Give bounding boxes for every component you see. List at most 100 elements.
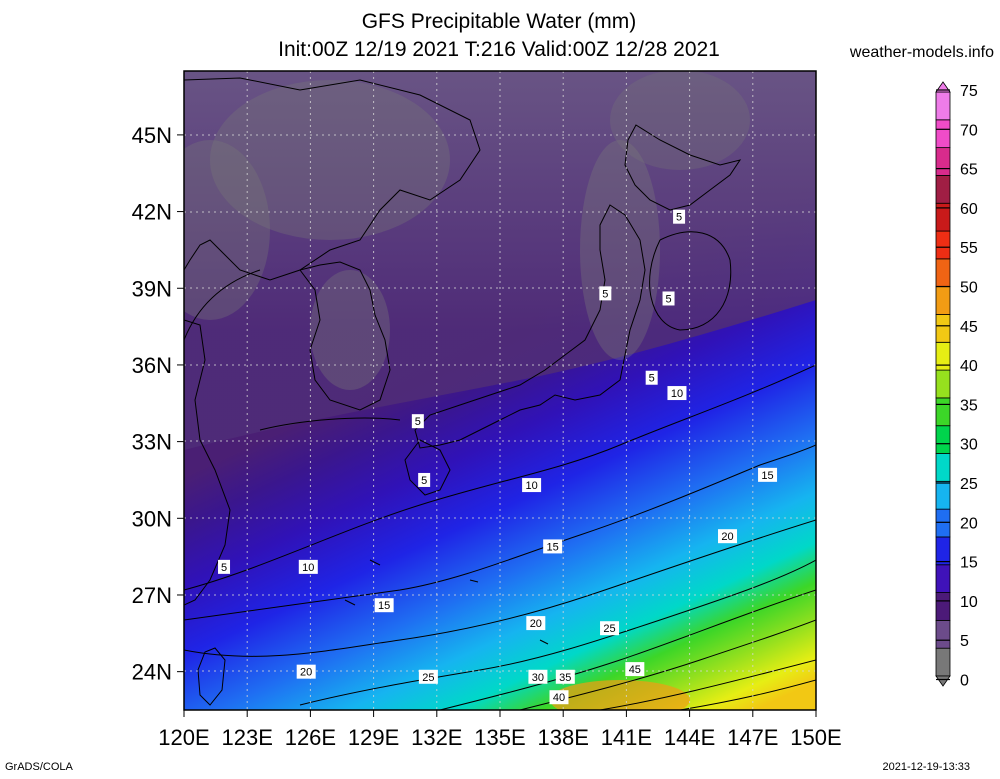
lon-tick-label: 123E <box>222 725 273 750</box>
contour-label: 5 <box>411 414 424 429</box>
colorbar-level-label: 75 <box>960 83 978 100</box>
coastlines <box>184 77 742 706</box>
colorbar-swatch <box>935 341 951 371</box>
contour-label: 5 <box>418 472 431 487</box>
lat-tick-label: 42N <box>132 200 172 225</box>
colorbar-level-label: 60 <box>960 201 978 218</box>
lon-tick-label: 141E <box>601 725 652 750</box>
svg-text:10: 10 <box>302 562 314 574</box>
svg-text:15: 15 <box>761 470 773 482</box>
lon-tick-label: 150E <box>790 725 841 750</box>
svg-text:5: 5 <box>676 212 682 224</box>
colorbar-swatch <box>935 369 951 399</box>
svg-text:5: 5 <box>221 562 227 574</box>
contour-label: 35 <box>555 669 575 684</box>
lat-tick-label: 30N <box>132 506 172 531</box>
lon-tick-label: 120E <box>158 725 209 750</box>
colorbar-swatch <box>935 647 951 677</box>
svg-text:15: 15 <box>378 600 390 612</box>
svg-text:5: 5 <box>421 475 427 487</box>
svg-text:25: 25 <box>603 623 615 635</box>
colorbar-level-label: 30 <box>960 437 978 454</box>
colorbar-swatch <box>935 119 951 149</box>
colorbar-level-label: 0 <box>960 673 969 690</box>
lon-tick-label: 138E <box>538 725 589 750</box>
colorbar-level-label: 40 <box>960 358 978 375</box>
colorbar-swatch <box>935 592 951 621</box>
colorbar-level-label: 55 <box>960 240 978 257</box>
lon-tick-label: 135E <box>474 725 525 750</box>
chart-subtitle: Init:00Z 12/19 2021 T:216 Valid:00Z 12/2… <box>278 38 720 61</box>
colorbar-min-arrow <box>935 675 951 687</box>
contour-label: 5 <box>218 559 231 574</box>
colorbar-level-label: 35 <box>960 397 978 414</box>
lon-tick-label: 147E <box>727 725 778 750</box>
svg-text:25: 25 <box>422 672 434 684</box>
lat-tick-label: 24N <box>132 660 172 685</box>
colorbar-swatch <box>935 508 951 538</box>
colorbar-swatch <box>935 147 951 176</box>
contour-label: 10 <box>522 478 542 493</box>
colorbar-level-label: 5 <box>960 633 969 650</box>
svg-text:5: 5 <box>649 373 655 385</box>
contour-labels: 5 5 5 5 5 5 5 10 10 10 15 15 15 20 20 20 25 25 30 35 40 45 <box>218 209 778 705</box>
colorbar-swatch <box>935 91 951 121</box>
site-label: weather-models.info <box>849 44 994 61</box>
colorbar-swatch <box>935 397 951 427</box>
colorbar-swatch <box>935 619 951 649</box>
contour-label: 15 <box>543 539 563 554</box>
latitude-axis: 45N 42N 39N 36N 33N 30N 27N 24N <box>132 123 184 685</box>
svg-text:20: 20 <box>300 667 312 679</box>
lat-tick-label: 36N <box>132 353 172 378</box>
svg-text:20: 20 <box>530 618 542 630</box>
colorbar-level-label: 20 <box>960 515 978 532</box>
colorbar-level-label: 25 <box>960 476 978 493</box>
contour-label: 10 <box>667 386 687 401</box>
lon-tick-label: 126E <box>285 725 336 750</box>
colorbar-swatch <box>935 286 951 315</box>
footer-timestamp: 2021-12-19-13:33 <box>882 761 970 773</box>
colorbar-level-label: 15 <box>960 555 978 572</box>
svg-text:10: 10 <box>525 480 537 492</box>
svg-text:30: 30 <box>532 672 544 684</box>
contour-label: 5 <box>662 291 675 306</box>
colorbar-swatch <box>935 425 951 454</box>
chart-title: GFS Precipitable Water (mm) <box>361 10 637 33</box>
svg-text:5: 5 <box>602 288 608 300</box>
colorbar-level-label: 70 <box>960 122 978 139</box>
lon-tick-label: 144E <box>664 725 715 750</box>
contour-label: 10 <box>298 559 318 574</box>
contour-label: 5 <box>645 370 658 385</box>
lat-tick-label: 27N <box>132 583 172 608</box>
lat-tick-label: 33N <box>132 430 172 455</box>
contour-label: 20 <box>718 529 738 544</box>
contour-label: 40 <box>549 690 569 705</box>
lat-tick-label: 39N <box>132 276 172 301</box>
contour-label: 15 <box>758 467 778 482</box>
svg-text:20: 20 <box>721 531 733 543</box>
colorbar-swatch <box>935 314 951 343</box>
colorbar-level-label: 45 <box>960 319 978 336</box>
contour-label: 5 <box>599 286 612 301</box>
graticule <box>184 71 816 710</box>
svg-text:5: 5 <box>415 416 421 428</box>
colorbar-swatch <box>935 536 951 566</box>
lat-tick-label: 45N <box>132 123 172 148</box>
colorbar-swatch <box>935 564 951 593</box>
contour-label: 5 <box>673 209 686 224</box>
lon-tick-label: 132E <box>411 725 462 750</box>
colorbar-swatch <box>935 175 951 204</box>
colorbar-swatch <box>935 258 951 288</box>
colorbar-level-label: 50 <box>960 280 978 297</box>
svg-text:10: 10 <box>671 388 683 400</box>
lon-tick-label: 129E <box>348 725 399 750</box>
contour-label: 25 <box>418 669 438 684</box>
colorbar-level-label: 10 <box>960 594 978 611</box>
longitude-axis: 120E 123E 126E 129E 132E 135E 138E 141E 144E 147E… <box>158 710 842 750</box>
svg-text:35: 35 <box>559 672 571 684</box>
svg-text:5: 5 <box>665 293 671 305</box>
contour-label: 45 <box>625 662 645 677</box>
contour-label: 25 <box>600 621 620 636</box>
map-field: 5 5 5 5 5 5 5 10 10 10 15 15 15 20 20 20 25 25 30 35 40 45 <box>184 71 816 710</box>
